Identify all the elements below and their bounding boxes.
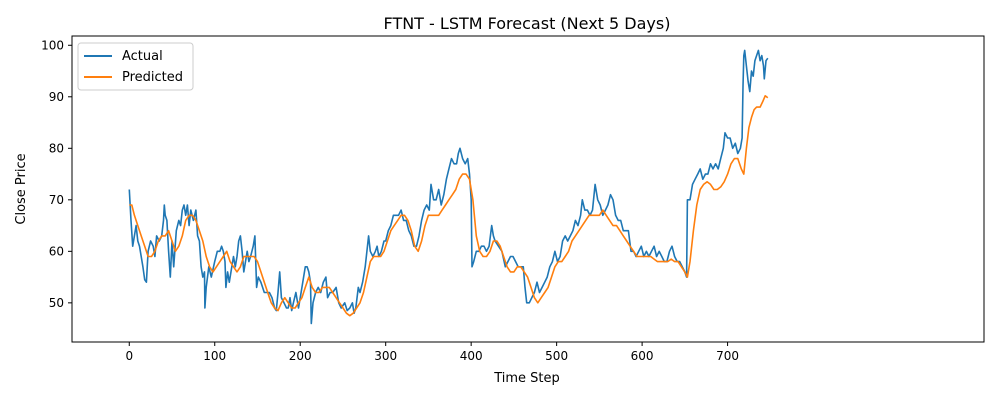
y-tick-label: 100 [41,38,64,52]
y-axis-label: Close Price [14,153,29,224]
legend-label-predicted: Predicted [122,70,183,85]
plot-area [71,35,985,343]
x-axis-label: Time Step [493,371,560,386]
x-tick-label: 300 [374,349,397,363]
legend-box [77,42,194,91]
y-tick-label: 60 [49,244,64,258]
chart-title: FTNT - LSTM Forecast (Next 5 Days) [384,14,671,33]
x-tick-label: 100 [203,349,226,363]
y-tick-label: 50 [49,296,64,310]
x-axis-ticks: 0 100 200 300 400 500 600 700 [125,342,739,363]
y-tick-label: 90 [49,90,64,104]
y-tick-label: 70 [49,193,64,207]
y-axis-ticks: 50 60 70 80 90 100 [41,38,72,310]
legend: Actual Predicted [77,42,194,91]
x-tick-label: 0 [125,349,133,363]
x-tick-label: 400 [460,349,483,363]
x-tick-label: 700 [716,349,739,363]
series-line-predicted [129,95,769,317]
x-tick-label: 600 [631,349,654,363]
x-tick-label: 500 [545,349,568,363]
series-layer [128,49,769,325]
y-tick-label: 80 [49,141,64,155]
x-tick-label: 200 [289,349,312,363]
legend-label-actual: Actual [122,49,163,64]
